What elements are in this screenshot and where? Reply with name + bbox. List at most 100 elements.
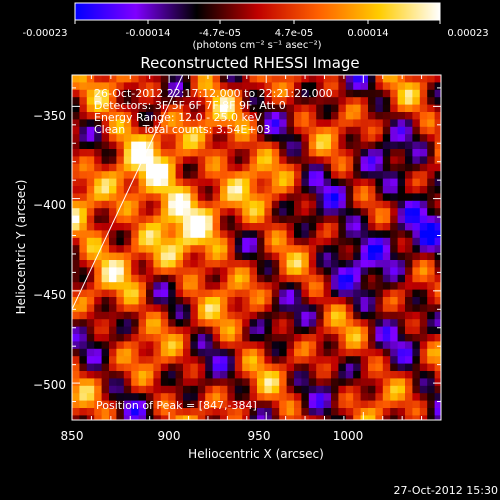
heatmap-cell <box>116 393 125 401</box>
heatmap-cell <box>79 378 88 387</box>
heatmap-cell <box>279 97 287 105</box>
heatmap-cell <box>183 89 191 98</box>
heatmap-cell <box>116 400 125 409</box>
heatmap-cell <box>294 215 302 224</box>
heatmap-cell <box>368 319 376 327</box>
heatmap-cell <box>257 334 265 342</box>
heatmap-cell <box>301 274 310 283</box>
heatmap-cell <box>101 267 110 276</box>
heatmap-cell <box>234 334 243 342</box>
heatmap-cell <box>153 252 162 261</box>
heatmap-cell <box>397 104 406 113</box>
heatmap-cell <box>427 223 435 231</box>
heatmap-cell <box>212 193 221 202</box>
heatmap-cell <box>249 134 258 142</box>
heatmap-cell <box>227 245 236 253</box>
heatmap-cell <box>168 171 176 179</box>
heatmap-cell <box>86 245 95 253</box>
heatmap-cell <box>331 112 339 120</box>
heatmap-cell <box>212 415 221 420</box>
heatmap-cell <box>368 171 376 179</box>
heatmap-cell <box>427 193 435 202</box>
heatmap-cell <box>212 149 221 157</box>
heatmap-cell <box>146 371 154 379</box>
heatmap-cell <box>123 245 132 253</box>
heatmap-cell <box>86 252 95 261</box>
heatmap-cell <box>86 408 95 416</box>
heatmap-cell <box>353 89 361 98</box>
heatmap-cell <box>360 415 369 420</box>
heatmap-cell <box>264 104 273 113</box>
heatmap-cell <box>397 237 406 246</box>
heatmap-cell <box>375 297 384 305</box>
heatmap-cell <box>397 75 406 83</box>
heatmap-cell <box>160 326 169 335</box>
heatmap-cell <box>345 89 354 98</box>
heatmap-cell <box>434 311 441 320</box>
heatmap-cell <box>331 371 339 379</box>
heatmap-cell <box>368 297 376 305</box>
heatmap-cell <box>79 274 88 283</box>
heatmap-cell <box>212 408 221 416</box>
heatmap-cell <box>109 348 117 357</box>
heatmap-cell <box>397 149 406 157</box>
heatmap-cell <box>220 311 228 320</box>
heatmap-cell <box>353 363 361 372</box>
heatmap-cell <box>131 260 139 268</box>
heatmap-cell <box>323 141 332 150</box>
heatmap-cell <box>190 163 199 172</box>
heatmap-cell <box>86 156 95 165</box>
heatmap-cell <box>94 141 102 150</box>
heatmap-cell <box>220 186 228 194</box>
heatmap-cell <box>368 237 376 246</box>
heatmap-cell <box>109 378 117 387</box>
heatmap-cell <box>301 208 310 216</box>
heatmap-cell <box>116 408 125 416</box>
heatmap-cell <box>419 104 428 113</box>
heatmap-cell <box>345 104 354 113</box>
heatmap-cell <box>353 289 361 298</box>
heatmap-cell <box>168 311 176 320</box>
heatmap-cell <box>131 385 139 394</box>
heatmap-cell <box>419 156 428 165</box>
heatmap-cell <box>390 141 398 150</box>
heatmap-cell <box>123 119 132 128</box>
heatmap-cell <box>79 223 88 231</box>
heatmap-cell <box>212 245 221 253</box>
heatmap-cell <box>375 260 384 268</box>
heatmap-cell <box>323 274 332 283</box>
heatmap-cell <box>227 363 236 372</box>
heatmap-cell <box>183 304 191 313</box>
heatmap-cell <box>294 274 302 283</box>
heatmap-cell <box>271 260 280 268</box>
heatmap-cell <box>197 348 206 357</box>
heatmap-cell <box>397 356 406 364</box>
heatmap-cell <box>368 334 376 342</box>
heatmap-cell <box>153 119 162 128</box>
heatmap-cell <box>146 282 154 290</box>
heatmap-cell <box>345 363 354 372</box>
heatmap-cell <box>220 415 228 420</box>
heatmap-cell <box>368 363 376 372</box>
heatmap-cell <box>271 89 280 98</box>
heatmap-cell <box>345 415 354 420</box>
heatmap-cell <box>257 75 265 83</box>
heatmap-cell <box>279 119 287 128</box>
heatmap-cell <box>279 200 287 209</box>
heatmap-cell <box>190 334 199 342</box>
heatmap-cell <box>227 260 236 268</box>
heatmap-cell <box>205 393 213 401</box>
heatmap-cell <box>205 378 213 387</box>
heatmap-cell <box>123 408 132 416</box>
heatmap-cell <box>146 326 154 335</box>
heatmap-cell <box>131 415 139 420</box>
heatmap-cell <box>375 289 384 298</box>
heatmap-cell <box>419 252 428 261</box>
heatmap-cell <box>138 163 147 172</box>
heatmap-cell <box>316 260 324 268</box>
heatmap-cell <box>220 134 228 142</box>
heatmap-cell <box>434 230 441 239</box>
heatmap-cell <box>345 304 354 313</box>
heatmap-cell <box>427 141 435 150</box>
heatmap-cell <box>190 289 199 298</box>
